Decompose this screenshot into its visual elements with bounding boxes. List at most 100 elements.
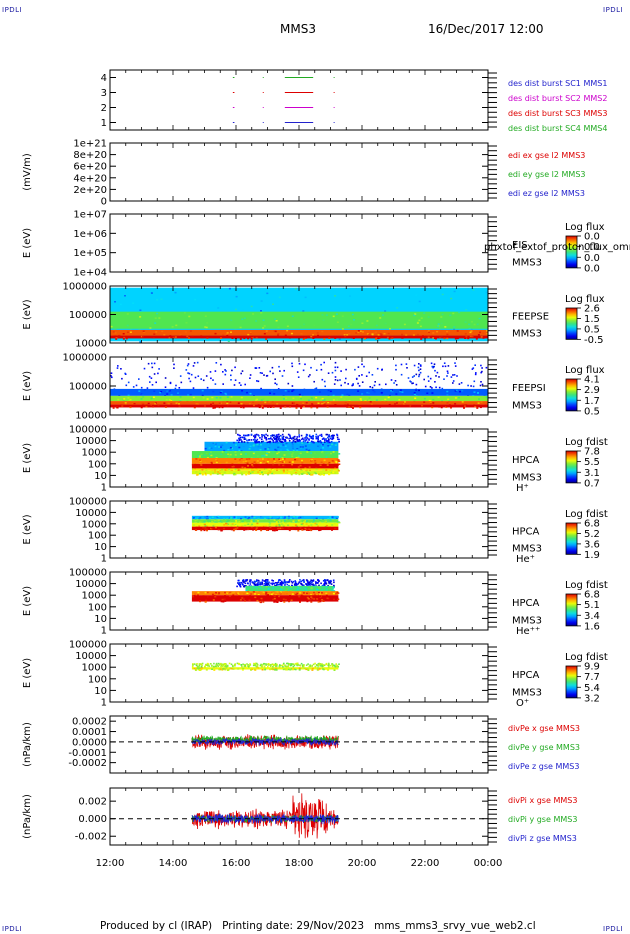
spectrogram-speckle bbox=[331, 524, 334, 526]
spectrogram-speckle bbox=[338, 463, 341, 465]
y-axis-label: E (eV) bbox=[22, 228, 33, 258]
spectrogram-dot bbox=[127, 381, 130, 384]
spectrogram-dot bbox=[266, 580, 269, 583]
spectrogram-speckle bbox=[139, 341, 142, 343]
spectrogram-speckle bbox=[374, 331, 377, 333]
spectrogram-speckle bbox=[232, 668, 235, 670]
spectrogram-dot bbox=[321, 665, 323, 667]
spectrogram-speckle bbox=[419, 325, 422, 328]
spectrogram-speckle bbox=[290, 473, 293, 476]
spectrogram-dot bbox=[284, 440, 286, 442]
spectrogram-dot bbox=[226, 665, 228, 668]
spectrogram-speckle bbox=[322, 462, 325, 465]
spectrogram-speckle bbox=[244, 524, 247, 527]
spectrogram-speckle bbox=[268, 521, 271, 524]
spectrogram-dot bbox=[295, 662, 298, 665]
spectrogram-speckle bbox=[234, 596, 237, 598]
spectrogram-speckle bbox=[227, 405, 230, 407]
spectrogram-dot bbox=[269, 370, 271, 373]
spectrogram-speckle bbox=[292, 667, 295, 670]
spectrogram-dot bbox=[327, 439, 330, 442]
spectrogram-dot bbox=[454, 365, 457, 367]
spectrogram-speckle bbox=[336, 516, 339, 518]
spectrogram-speckle bbox=[361, 331, 364, 333]
spectrogram-speckle bbox=[115, 337, 118, 339]
spectrogram-speckle bbox=[135, 396, 138, 398]
spectrogram-speckle bbox=[290, 332, 293, 335]
spectrogram-dot bbox=[356, 378, 358, 380]
spectrogram-speckle bbox=[285, 588, 288, 590]
spectrogram-speckle bbox=[216, 525, 219, 528]
spectrogram-speckle bbox=[357, 390, 360, 392]
spectrogram-speckle bbox=[257, 445, 260, 448]
spectrogram-speckle bbox=[204, 528, 207, 530]
spectrogram-speckle bbox=[275, 524, 278, 526]
series-line bbox=[191, 734, 339, 750]
colorbar-tick-label: 7.7 bbox=[584, 672, 600, 683]
spectrogram-speckle bbox=[241, 596, 244, 598]
spectrogram-speckle bbox=[226, 471, 229, 474]
spectrogram-speckle bbox=[477, 402, 480, 404]
spectrogram-dot bbox=[311, 581, 313, 583]
spectrogram-speckle bbox=[346, 406, 349, 408]
spectrogram-dot bbox=[169, 382, 172, 385]
spectrogram-dot bbox=[306, 581, 309, 583]
spectrogram-dot bbox=[193, 362, 196, 364]
spectrogram-dot bbox=[256, 380, 258, 382]
spectrogram-speckle bbox=[230, 528, 233, 531]
spectrogram-dot bbox=[318, 662, 320, 665]
spectrogram-speckle bbox=[371, 333, 374, 335]
spectrogram-speckle bbox=[310, 406, 313, 409]
spectrogram-speckle bbox=[217, 519, 220, 522]
spectrogram-speckle bbox=[273, 393, 276, 395]
spectrogram-speckle bbox=[327, 389, 330, 392]
spectrogram-speckle bbox=[142, 330, 145, 332]
spectrogram-speckle bbox=[257, 586, 260, 589]
spectrogram-speckle bbox=[454, 403, 457, 405]
spectrogram-dot bbox=[298, 581, 301, 583]
spectrogram-dot bbox=[233, 384, 236, 386]
spectrogram-dot bbox=[257, 579, 260, 582]
spectrogram-speckle bbox=[225, 405, 228, 407]
spectrogram-dot bbox=[259, 581, 261, 584]
spectrogram-speckle bbox=[469, 331, 472, 334]
spectrogram-speckle bbox=[234, 451, 237, 453]
spectrogram-dot bbox=[322, 437, 325, 440]
spectrogram-speckle bbox=[275, 467, 278, 469]
spectrogram-speckle bbox=[235, 308, 237, 311]
spectrogram-speckle bbox=[283, 526, 286, 529]
spectrogram-dot bbox=[289, 579, 291, 581]
spectrogram-dot bbox=[237, 433, 239, 436]
spectrogram-speckle bbox=[332, 399, 335, 401]
spectrogram-speckle bbox=[227, 453, 230, 455]
spectrogram-dot bbox=[294, 581, 297, 583]
spectrogram-speckle bbox=[325, 524, 328, 527]
colorbar-title: Log fdist bbox=[565, 652, 608, 663]
spectrogram-speckle bbox=[214, 520, 217, 522]
spectrogram-dot bbox=[313, 380, 315, 383]
spectrogram-speckle bbox=[427, 336, 430, 339]
colorbar bbox=[565, 235, 578, 269]
spectrogram-dot bbox=[357, 382, 359, 385]
spectrogram-dot bbox=[276, 665, 278, 667]
spectrogram-dot bbox=[308, 665, 311, 668]
spectrogram-speckle bbox=[193, 517, 195, 519]
spectrogram-speckle bbox=[401, 391, 404, 393]
spectrogram-speckle bbox=[248, 403, 251, 405]
spectrogram-speckle bbox=[255, 469, 258, 471]
spectrogram-dot bbox=[278, 436, 280, 439]
spectrogram-speckle bbox=[217, 515, 220, 518]
spectrogram-speckle bbox=[224, 667, 227, 670]
spectrogram-speckle bbox=[208, 517, 211, 520]
spectrogram-speckle bbox=[230, 668, 233, 670]
spectrogram-speckle bbox=[240, 453, 243, 455]
spectrogram-speckle bbox=[214, 471, 217, 473]
spectrogram-speckle bbox=[223, 524, 226, 526]
panel-frame bbox=[109, 142, 489, 202]
side-label: MMS3 bbox=[512, 473, 542, 484]
spectrogram-speckle bbox=[306, 451, 309, 453]
spectrogram-dot bbox=[314, 665, 317, 668]
spectrogram-speckle bbox=[286, 325, 289, 327]
spectrogram-speckle bbox=[449, 314, 452, 317]
spectrogram-dot bbox=[238, 582, 240, 585]
